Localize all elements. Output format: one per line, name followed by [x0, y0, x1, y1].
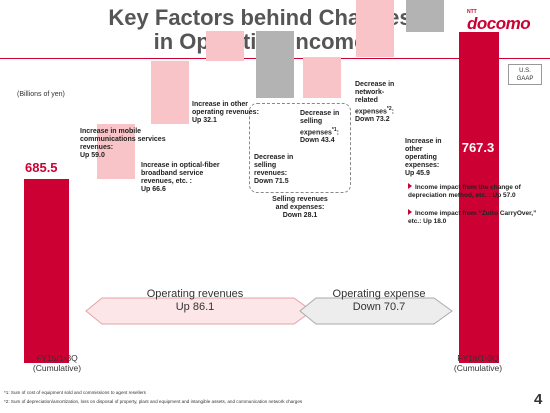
- summary-revenues-text: Operating revenues Up 86.1: [146, 288, 244, 313]
- start-value-label: 685.5: [25, 160, 58, 175]
- x-label-start: FY15/1-3Q (Cumulative): [32, 353, 82, 373]
- step-bar-4: [256, 30, 294, 99]
- unit-label: (Billions of yen): [17, 91, 65, 98]
- step-label-7: Increase in other operating expenses: Up…: [405, 138, 442, 177]
- page-number: 4: [534, 391, 543, 408]
- step-bar-7: [406, 0, 444, 32]
- start-bar: [24, 179, 69, 363]
- step-label-6: Decrease in network-related expenses*2: …: [355, 81, 395, 124]
- footnote-2: *2: Sum of depreciation/amortization, lo…: [4, 399, 303, 404]
- summary-arrow-revenues: [85, 297, 313, 325]
- gaap-badge: U.S. GAAP: [508, 64, 542, 85]
- step-bar-1: [97, 123, 135, 180]
- summary-arrow-expense: [299, 297, 453, 325]
- step-label-4: Decrease in selling revenues: Down 71.5: [254, 154, 294, 185]
- end-value-label: 842.3: [464, 120, 497, 135]
- x-label-end: FY16/1-3Q (Cumulative): [453, 353, 503, 373]
- step-label-3: Increase in other operating revenues: Up…: [192, 101, 259, 124]
- callout-zutto: Income impact from “Zutto CarryOver,” et…: [408, 209, 537, 225]
- step-bar-3: [206, 30, 244, 62]
- step-label-5: Decrease in selling expenses*1: Down 43.…: [300, 110, 340, 145]
- callout-marker-icon: [408, 183, 412, 189]
- summary-expense-text: Operating expense Down 70.7: [332, 288, 426, 313]
- end-bar: [459, 31, 499, 363]
- step-label-1: Increase in mobile communications servic…: [80, 128, 166, 159]
- logo-ntt-text: NTT: [467, 9, 477, 15]
- docomo-logo: docomo: [467, 14, 531, 33]
- step-bar-6: [356, 0, 394, 58]
- footnote-1: *1: Sum of cost of equipment sold and co…: [4, 390, 146, 395]
- selling-group-box: [249, 103, 351, 193]
- callout-depreciation: Income impact from the change of depreci…: [408, 183, 521, 199]
- callout-marker-icon: [408, 209, 412, 215]
- step-label-2: Increase in optical-fiber broadband serv…: [141, 162, 220, 193]
- step-bar-5: [303, 57, 341, 99]
- step-bar-2: [151, 61, 189, 124]
- end-inner-value-label: 767.3: [461, 140, 495, 155]
- group-label: Selling revenues and expenses: Down 28.1: [272, 196, 328, 219]
